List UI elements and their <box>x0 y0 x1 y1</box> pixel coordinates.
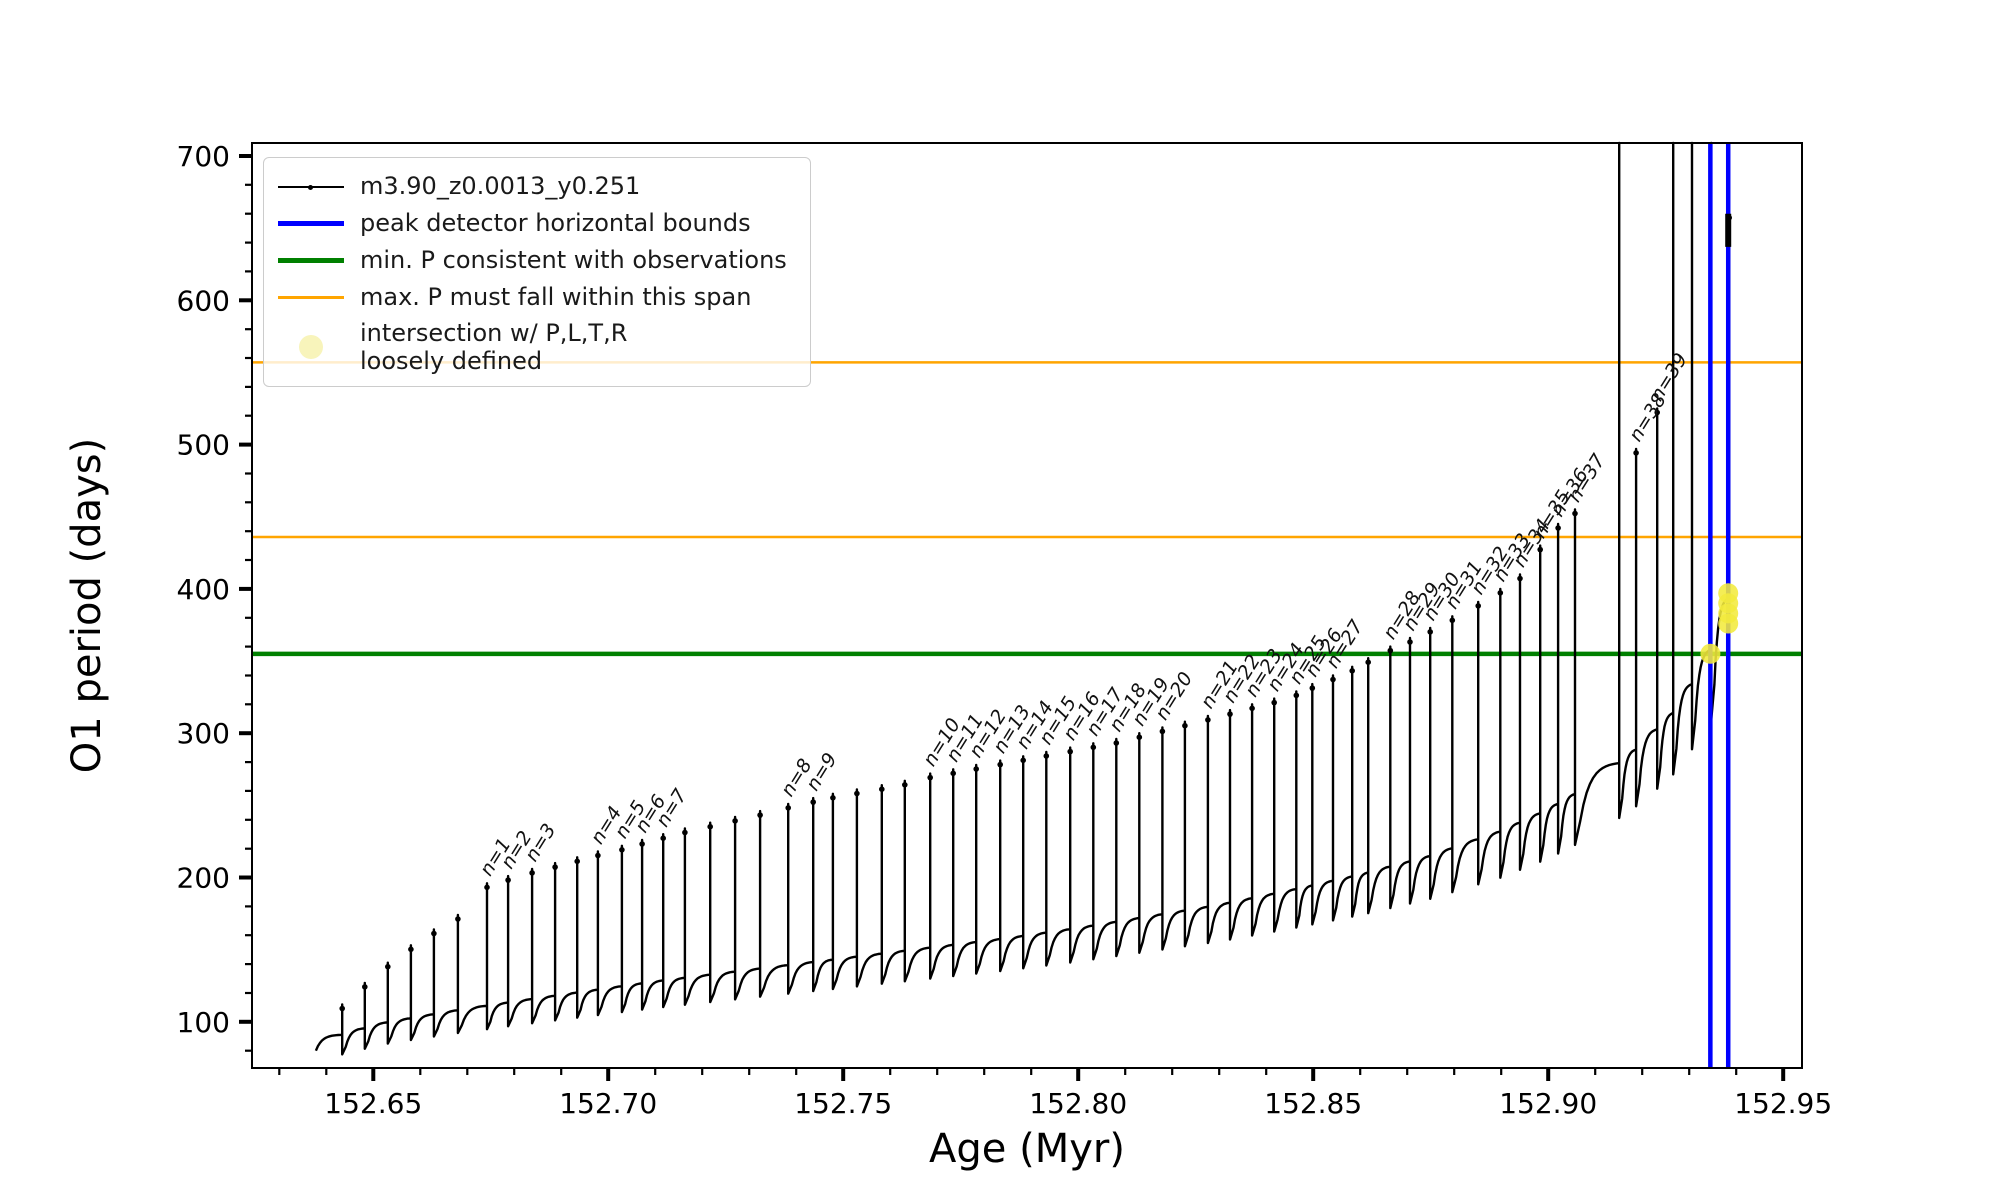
svg-text:152.75: 152.75 <box>794 1087 892 1120</box>
intersection-markers <box>1700 583 1739 664</box>
svg-text:600: 600 <box>177 284 230 317</box>
legend-item-label: intersection w/ P,L,T,R loosely defined <box>360 318 628 375</box>
x-axis-label: Age (Myr) <box>929 1126 1125 1172</box>
black-line-sample-icon <box>278 184 344 190</box>
svg-text:700: 700 <box>177 140 230 173</box>
svg-text:152.90: 152.90 <box>1499 1087 1597 1120</box>
legend-item-label: m3.90_z0.0013_y0.251 <box>360 172 641 201</box>
axis-ticks: 152.65 152.70 152.75 152.80 152.85 152.90 152.… <box>177 140 1833 1120</box>
axes-spines <box>251 142 1803 1069</box>
peak-number-labels: n=1n=2n=3 n=4n=5n=6n=7n=8n=9n=10n=11n=12n… <box>476 349 1692 880</box>
svg-text:152.70: 152.70 <box>559 1087 657 1120</box>
legend-item-min-p: min. P consistent with observations <box>278 242 796 279</box>
svg-text:400: 400 <box>177 573 230 606</box>
legend-item-label: max. P must fall within this span <box>360 283 752 312</box>
svg-text:152.80: 152.80 <box>1029 1087 1127 1120</box>
y-axis-label: O1 period (days) <box>64 438 110 773</box>
svg-text:100: 100 <box>177 1006 230 1039</box>
svg-text:500: 500 <box>177 429 230 462</box>
svg-text:n=3: n=3 <box>521 820 561 866</box>
track-spike-top-markers <box>339 214 1732 1012</box>
legend: m3.90_z0.0013_y0.251 peak detector horiz… <box>263 157 811 387</box>
svg-text:300: 300 <box>177 717 230 750</box>
legend-item-label: peak detector horizontal bounds <box>360 209 751 238</box>
svg-text:152.85: 152.85 <box>1264 1087 1362 1120</box>
blue-line-sample-icon <box>278 221 344 226</box>
legend-item-intersection: intersection w/ P,L,T,R loosely defined <box>278 316 796 378</box>
svg-text:n=9: n=9 <box>802 749 842 795</box>
legend-item-track: m3.90_z0.0013_y0.251 <box>278 168 796 205</box>
yellow-dot-sample-icon <box>278 335 344 359</box>
legend-item-peak-bounds: peak detector horizontal bounds <box>278 205 796 242</box>
svg-text:200: 200 <box>177 862 230 895</box>
svg-text:152.65: 152.65 <box>324 1087 422 1120</box>
svg-text:n=7: n=7 <box>652 785 692 831</box>
legend-item-max-p: max. P must fall within this span <box>278 279 796 316</box>
orange-line-sample-icon <box>278 296 344 299</box>
o1-period-track <box>314 141 1731 1056</box>
legend-item-label: min. P consistent with observations <box>360 246 787 275</box>
svg-text:152.95: 152.95 <box>1734 1087 1832 1120</box>
green-line-sample-icon <box>278 258 344 263</box>
svg-text:n=39: n=39 <box>1646 349 1692 405</box>
